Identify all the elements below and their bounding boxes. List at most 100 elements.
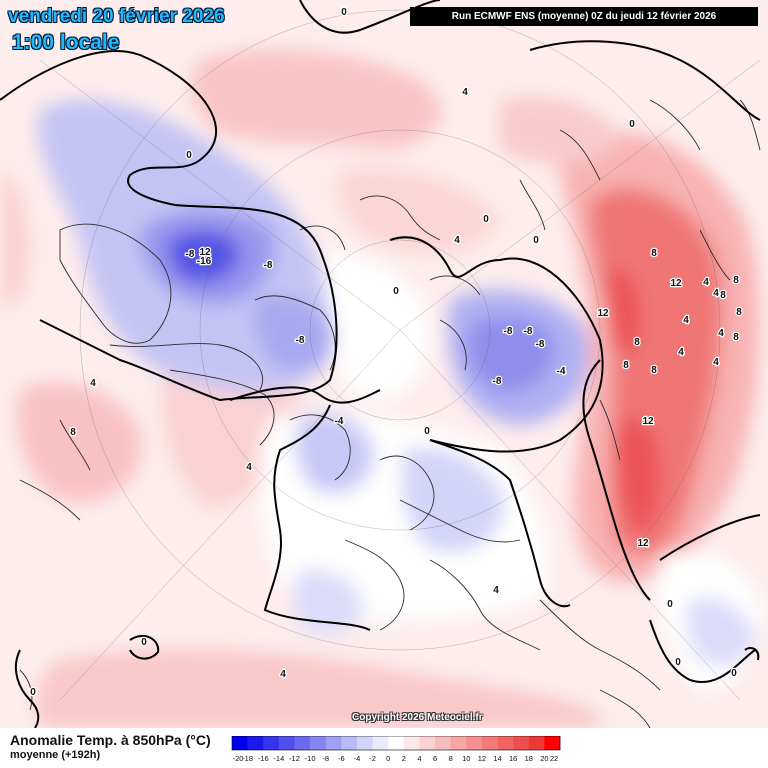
legend-tick-labels: -20-18 -16 -14 -12 -10 -8 -6 -4 -2 0 2 4 6 8 10 12 14 16 1… (233, 754, 559, 763)
legend-swatch (341, 736, 358, 750)
contour-label: -8 (296, 335, 305, 346)
legend-tick-label: 0 (386, 754, 390, 763)
legend-swatch (419, 736, 436, 750)
contour-label: 8 (733, 332, 739, 343)
contour-label: -8 (524, 326, 533, 337)
legend-swatches (231, 736, 561, 751)
contour-label: 0 (393, 286, 399, 297)
isoline-europe (263, 404, 371, 631)
coastlines (19, 99, 761, 728)
legend-tick-label: 20 (540, 754, 548, 763)
contour-label: 0 (424, 426, 430, 437)
legend-swatch (466, 736, 483, 750)
legend-swatch (528, 736, 545, 750)
contour-label: -4 (335, 416, 344, 427)
contour-label: -16 (197, 256, 212, 267)
legend-tick-label: 18 (525, 754, 533, 763)
parameter-subtitle: moyenne (+192h) (10, 749, 101, 761)
contour-label: 12 (597, 308, 609, 319)
legend-swatch (403, 736, 420, 750)
legend-tick-label: 8 (449, 754, 453, 763)
contour-label: 8 (736, 307, 742, 318)
legend-tick-label: -16 (258, 754, 269, 763)
contour-label: 4 (703, 277, 709, 288)
contour-label: 0 (533, 235, 539, 246)
neutral-region-atlantic (326, 250, 430, 400)
legend-swatch (263, 736, 280, 750)
anomaly-fields (0, 49, 761, 728)
contour-label: 12 (670, 278, 682, 289)
legend-tick-label: 2 (402, 754, 406, 763)
contour-label: -4 (557, 366, 566, 377)
warm-anomaly-north-pacific (191, 49, 442, 150)
isoline-europe-east (429, 439, 571, 608)
legend-swatch (247, 736, 264, 750)
contour-label: 8 (623, 360, 629, 371)
cold-anomaly-iberia (292, 569, 365, 634)
cold-anomaly-far-east (685, 597, 755, 666)
contour-label: 8 (733, 275, 739, 286)
contour-label: -8 (504, 326, 513, 337)
warm-anomaly-west-edge (0, 170, 31, 310)
legend-tick-label: -12 (289, 754, 300, 763)
legend-swatch (388, 736, 405, 750)
contour-label: 0 (341, 7, 347, 18)
contour-label: 0 (675, 657, 681, 668)
cold-anomaly-north-sea (295, 414, 375, 494)
contour-label: 4 (678, 347, 684, 358)
isoline-northeast (529, 40, 761, 121)
legend-tick-label: -14 (273, 754, 284, 763)
legend-swatch (356, 736, 373, 750)
cold-anomaly-scandinavia-core (467, 316, 555, 393)
isoline-east-right (744, 647, 760, 661)
contour-label: 12 (637, 538, 649, 549)
legend-swatch (294, 736, 311, 750)
warm-anomaly-northeast (500, 97, 620, 164)
contour-label: -8 (264, 260, 273, 271)
contour-label: 0 (629, 119, 635, 130)
legend-tick-label: -18 (242, 754, 253, 763)
contour-label: 0 (483, 214, 489, 225)
legend-tick-label: 10 (462, 754, 470, 763)
legend-swatch (544, 736, 561, 750)
cold-anomaly-hudson-core (168, 230, 240, 283)
contour-label: 8 (720, 290, 726, 301)
contour-label: 0 (186, 150, 192, 161)
contour-label: 4 (90, 378, 96, 389)
legend-swatch (372, 736, 389, 750)
isoline-atlantic-loop (389, 236, 604, 453)
isoline-greenland (229, 386, 381, 404)
isoline-north-america (0, 50, 338, 402)
contour-label: 8 (70, 427, 76, 438)
contour-label: 4 (462, 87, 468, 98)
contour-label: 4 (246, 462, 252, 473)
parameter-title: Anomalie Temp. à 850hPa (°C) (10, 732, 211, 748)
legend-tick-label: 6 (433, 754, 437, 763)
cold-anomaly-greenland (253, 296, 335, 371)
legend-tick-label: -6 (338, 754, 345, 763)
color-scale-legend: -20-18 -16 -14 -12 -10 -8 -6 -4 -2 0 2 4 6 8 10 12 14 16 1… (231, 736, 561, 763)
legend-border (231, 736, 561, 751)
legend-swatch (325, 736, 342, 750)
legend-tick-label: 16 (509, 754, 517, 763)
isoline-far-east-south (649, 619, 756, 683)
contour-label: 4 (493, 585, 499, 596)
warm-anomaly-atlantic (16, 382, 142, 502)
contour-label: 8 (651, 248, 657, 259)
contour-label: 0 (731, 668, 737, 679)
contour-label: 4 (683, 315, 689, 326)
legend-swatch (513, 736, 530, 750)
isoline-north-pacific (299, 0, 441, 34)
isoline-far-east (659, 514, 761, 561)
legend-tick-label: -2 (369, 754, 376, 763)
contour-label: 0 (141, 637, 147, 648)
legend-tick-label: -8 (322, 754, 329, 763)
legend-tick-label: 14 (493, 754, 501, 763)
zero-isolines (0, 0, 761, 728)
valid-date: vendredi 20 février 2026 (8, 6, 225, 27)
legend-swatch (450, 736, 467, 750)
warm-anomaly-arctic (336, 167, 500, 254)
contour-label: 4 (713, 288, 719, 299)
legend-tick-label: 22 (550, 754, 558, 763)
